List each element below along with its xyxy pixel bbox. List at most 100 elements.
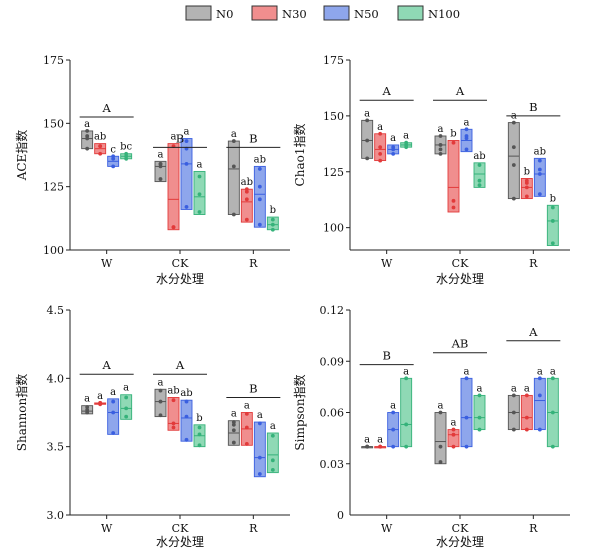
- data-point: [158, 177, 163, 181]
- bar-n50-w: a: [107, 387, 120, 435]
- data-point: [378, 151, 383, 156]
- bar-n50-w: a: [387, 133, 400, 156]
- range-box: [227, 140, 240, 215]
- legend-swatch: [251, 5, 278, 21]
- significance-label: a: [403, 366, 409, 377]
- bar-n30-ck: ab: [167, 385, 180, 431]
- x-axis-label: 水分处理: [436, 272, 484, 286]
- data-point: [158, 388, 163, 393]
- bar-n100-w: a: [120, 383, 133, 420]
- data-point: [511, 427, 516, 432]
- group-letter: A: [175, 358, 185, 372]
- data-point: [197, 443, 202, 448]
- data-point: [184, 414, 189, 419]
- bar-n0-r: a: [227, 129, 240, 217]
- data-point: [244, 425, 249, 430]
- significance-label: a: [377, 122, 383, 133]
- bar-n0-r: a: [507, 383, 520, 432]
- data-point: [171, 421, 176, 426]
- significance-label: a: [464, 117, 470, 128]
- data-point: [524, 427, 529, 432]
- significance-label: a: [84, 119, 90, 130]
- group-letter: A: [455, 84, 465, 98]
- bar-n30-ck: b: [447, 128, 460, 213]
- data-point: [404, 444, 409, 449]
- y-tick-label: 150: [323, 110, 344, 123]
- data-point: [85, 129, 90, 133]
- data-point: [124, 395, 129, 400]
- data-point: [524, 185, 529, 190]
- data-point: [438, 143, 443, 147]
- significance-label: a: [84, 394, 90, 405]
- y-tick-label: 125: [323, 166, 344, 179]
- y-axis-label: Chao1指数: [292, 124, 307, 187]
- data-point: [477, 178, 482, 183]
- bar-n30-r: b: [520, 166, 533, 200]
- data-point: [511, 120, 516, 125]
- significance-label: a: [123, 383, 129, 394]
- significance-label: c: [110, 144, 116, 155]
- data-point: [550, 444, 555, 449]
- significance-label: a: [451, 418, 457, 429]
- x-axis-label: 水分处理: [436, 535, 484, 549]
- range-box: [167, 397, 180, 431]
- bar-n30-w: a: [374, 435, 387, 449]
- bar-n0-w: a: [81, 119, 94, 151]
- data-point: [464, 376, 469, 381]
- data-point: [85, 407, 90, 412]
- data-point: [244, 411, 249, 416]
- data-point: [511, 145, 516, 150]
- x-tick-label-w: W: [101, 522, 113, 535]
- range-box: [253, 165, 266, 228]
- x-tick-label-ck: CK: [172, 257, 189, 270]
- bar-n0-w: a: [81, 394, 94, 415]
- y-axis-label: Simpson指数: [292, 374, 307, 450]
- bar-n100-r: a: [546, 366, 559, 449]
- legend-item-n100: N100: [397, 5, 460, 21]
- group-letter: B: [382, 349, 390, 363]
- bar-n0-r: a: [507, 111, 520, 201]
- significance-label: a: [464, 366, 470, 377]
- bar-n30-r: ab: [240, 177, 253, 223]
- data-point: [171, 225, 176, 230]
- significance-label: ab: [534, 146, 546, 157]
- y-tick-label: 100: [323, 222, 344, 235]
- data-point: [365, 138, 370, 143]
- data-point: [550, 241, 555, 246]
- group-bracket-r: B: [226, 381, 281, 398]
- data-point: [257, 197, 262, 202]
- data-point: [184, 437, 189, 442]
- data-point: [231, 440, 236, 445]
- data-point: [85, 410, 90, 415]
- y-tick-label: 0.09: [320, 355, 345, 368]
- data-point: [257, 184, 262, 189]
- data-point: [550, 376, 555, 381]
- data-point: [257, 421, 262, 426]
- x-tick-label-r: R: [529, 522, 538, 535]
- group-bracket-w: B: [359, 349, 414, 366]
- data-point: [438, 147, 443, 152]
- range-box: [107, 398, 120, 435]
- significance-label: a: [197, 159, 203, 170]
- data-point: [231, 164, 236, 169]
- y-tick-label: 0.03: [320, 458, 345, 471]
- data-point: [197, 432, 202, 437]
- data-point: [378, 145, 383, 150]
- group-letter: A: [382, 84, 392, 98]
- data-point: [524, 393, 529, 398]
- legend-item-n30: N30: [251, 5, 307, 21]
- data-point: [231, 422, 236, 427]
- significance-label: b: [524, 166, 530, 177]
- legend-label: N30: [282, 7, 307, 21]
- y-tick-label: 175: [323, 54, 344, 67]
- data-point: [378, 158, 383, 163]
- group-bracket-r: B: [506, 100, 561, 117]
- data-point: [404, 376, 409, 381]
- data-point: [244, 442, 249, 446]
- range-box: [240, 188, 253, 223]
- group-bracket-r: A: [506, 325, 561, 342]
- range-box: [266, 432, 279, 474]
- significance-label: a: [184, 127, 190, 138]
- bar-n50-r: a: [253, 410, 266, 478]
- bar-n50-ck: a: [460, 366, 473, 449]
